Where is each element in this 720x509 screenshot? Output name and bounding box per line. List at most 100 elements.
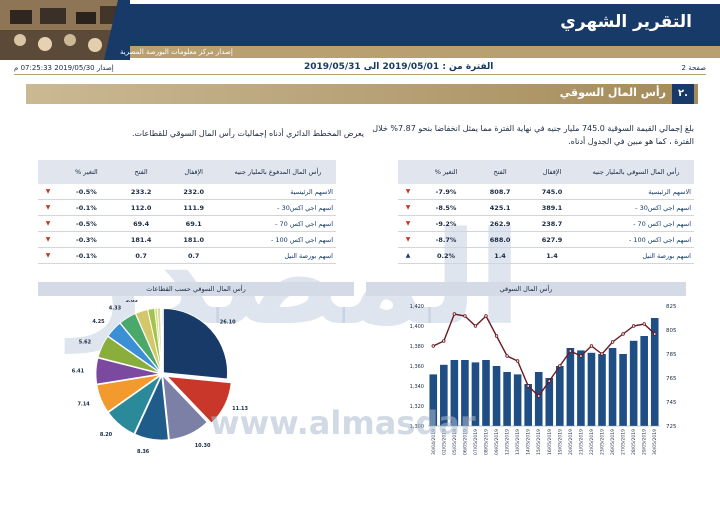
line-point (547, 379, 551, 383)
line-point (494, 334, 499, 338)
y2-tick-label: 1,300 (410, 424, 424, 430)
sectors-paragraph: يعرض المخطط الدائري أدناه إجماليات رأس ا… (131, 129, 364, 138)
x-tick-label: 29/05/2019 (642, 429, 648, 455)
x-tick-label: 21/05/2019 (578, 429, 584, 455)
table-header-row: % التغير الفتح الإقفال رأس المال المدفوع… (38, 160, 336, 184)
bar (429, 374, 438, 426)
header-photo (0, 0, 130, 60)
table-row: ▼ -8.5% 425.1 389.1 - اسهم اجي اكس30 (398, 199, 694, 216)
sector-pie-chart: 26.10 11.13 10.30 8.36 8.20 7.14 6.41 5.62 4.25 4… (72, 300, 249, 455)
table-row: ▼ -9.2% 262.9 238.7 - اسهم اجي اكس 70 (398, 215, 694, 232)
slice-label: 26.10 (220, 320, 236, 326)
bar (598, 354, 606, 426)
col-change: % التغير (58, 160, 115, 184)
report-title: التقرير الشهري (560, 12, 692, 32)
series-line (432, 313, 656, 398)
bar (503, 372, 511, 426)
slice-label: 11.13 (232, 406, 248, 412)
issue-date: إصدار 2019/05/30 07:25:33 م (14, 64, 114, 72)
bar (440, 364, 448, 426)
slice-label: 6.41 (72, 368, 85, 374)
bar-chart-title: رأس المال السوقي (366, 282, 686, 296)
bar (587, 352, 596, 426)
table-row: ▲ 0.2% 1.4 1.4 اسهم بورصة النيل (398, 247, 694, 264)
bar (534, 372, 543, 426)
bar (492, 366, 501, 426)
arrow-down-icon: ▼ (38, 199, 58, 216)
arrow-up-icon: ▲ (398, 247, 418, 264)
section-number: ٢. (672, 84, 694, 104)
bar (556, 366, 564, 426)
line-point (558, 364, 562, 368)
line-point (653, 332, 657, 336)
x-tick-label: 09/05/2019 (494, 429, 500, 455)
line-point (621, 332, 625, 336)
col-name: رأس المال السوقي بالمليار جنيه (578, 160, 694, 184)
bar (629, 340, 638, 426)
bar (619, 354, 627, 426)
col-open: الفتح (114, 160, 168, 184)
x-tick-label: 08/05/2019 (484, 429, 490, 455)
y-tick-label: 745 (666, 400, 677, 406)
table-row: ▼ -8.7% 688.0 627.9 - اسهم اجي اكس 100 (398, 231, 694, 248)
info-bar: إصدار 2019/05/30 07:25:33 م الفترة من : … (14, 62, 706, 75)
y-tick-label: 765 (666, 376, 677, 382)
line-point (642, 322, 646, 326)
pie-slice (162, 374, 208, 440)
col-close: الإقفال (167, 160, 220, 184)
arrow-down-icon: ▼ (38, 247, 58, 264)
line-point (579, 354, 583, 358)
x-tick-label: 05/05/2019 (452, 429, 458, 455)
pie-slice (107, 374, 162, 435)
pie-slice (161, 307, 163, 373)
line-point (610, 340, 615, 344)
slice-label: 4.33 (109, 306, 122, 312)
x-tick-label: 13/05/2019 (515, 429, 521, 455)
col-open: الفتح (474, 160, 527, 184)
pie-slice (119, 313, 162, 373)
table-row: ▼ -0.5% 233.2 232.0 الاسهم الرئيسية (38, 184, 336, 200)
y-tick-label: 725 (666, 424, 677, 430)
col-close: الإقفال (526, 160, 578, 184)
section-bar: ٢. رأس المال السوقي (26, 84, 698, 104)
table-row: ▼ -0.5% 69.4 69.1 - اسهم اجي اكس 70 (38, 215, 336, 232)
line-point (452, 312, 457, 316)
x-tick-label: 15/05/2019 (536, 429, 542, 455)
line-point (463, 314, 467, 318)
pie-slice (134, 374, 169, 441)
slice-label: 8.20 (100, 432, 113, 438)
x-tick-label: 07/05/2019 (473, 429, 479, 455)
slice-label: 4.25 (92, 319, 105, 325)
table-row: ▼ -7.9% 808.7 745.0 الاسهم الرئيسية (398, 184, 694, 200)
pie-slice (107, 322, 161, 373)
x-tick-label: 14/05/2019 (526, 429, 532, 455)
slice-label: 5.62 (79, 339, 92, 345)
bar (471, 362, 480, 426)
bar (640, 336, 648, 426)
y2-tick-label: 1,380 (410, 344, 424, 350)
line-point (589, 344, 594, 348)
arrow-down-icon: ▼ (38, 215, 58, 232)
y2-tick-label: 1,340 (410, 384, 424, 390)
pie-slice (166, 376, 232, 424)
bar (608, 348, 617, 426)
line-point (600, 352, 604, 356)
pie-slice (163, 308, 228, 380)
pie-slice (95, 357, 161, 385)
slice-label: 1.64 (137, 300, 150, 301)
market-cap-table: % التغير الفتح الإقفال رأس المال السوقي … (398, 160, 694, 264)
arrow-down-icon: ▼ (398, 215, 418, 232)
slice-label: 10.30 (195, 443, 211, 449)
x-tick-label: 16/05/2019 (547, 429, 553, 455)
pie-slice (96, 374, 161, 413)
y-tick-label: 785 (666, 352, 677, 358)
line-point (537, 394, 541, 398)
arrow-down-icon: ▼ (398, 231, 418, 248)
x-tick-label: 23/05/2019 (600, 429, 606, 455)
x-tick-label: 02/05/2019 (441, 429, 447, 455)
x-tick-label: 12/05/2019 (505, 429, 511, 455)
watermark-url: www.almasdar (210, 404, 476, 442)
arrow-down-icon: ▼ (38, 184, 58, 200)
x-tick-label: 30/05/2019 (652, 429, 658, 455)
arrow-down-icon: ▼ (398, 184, 418, 200)
